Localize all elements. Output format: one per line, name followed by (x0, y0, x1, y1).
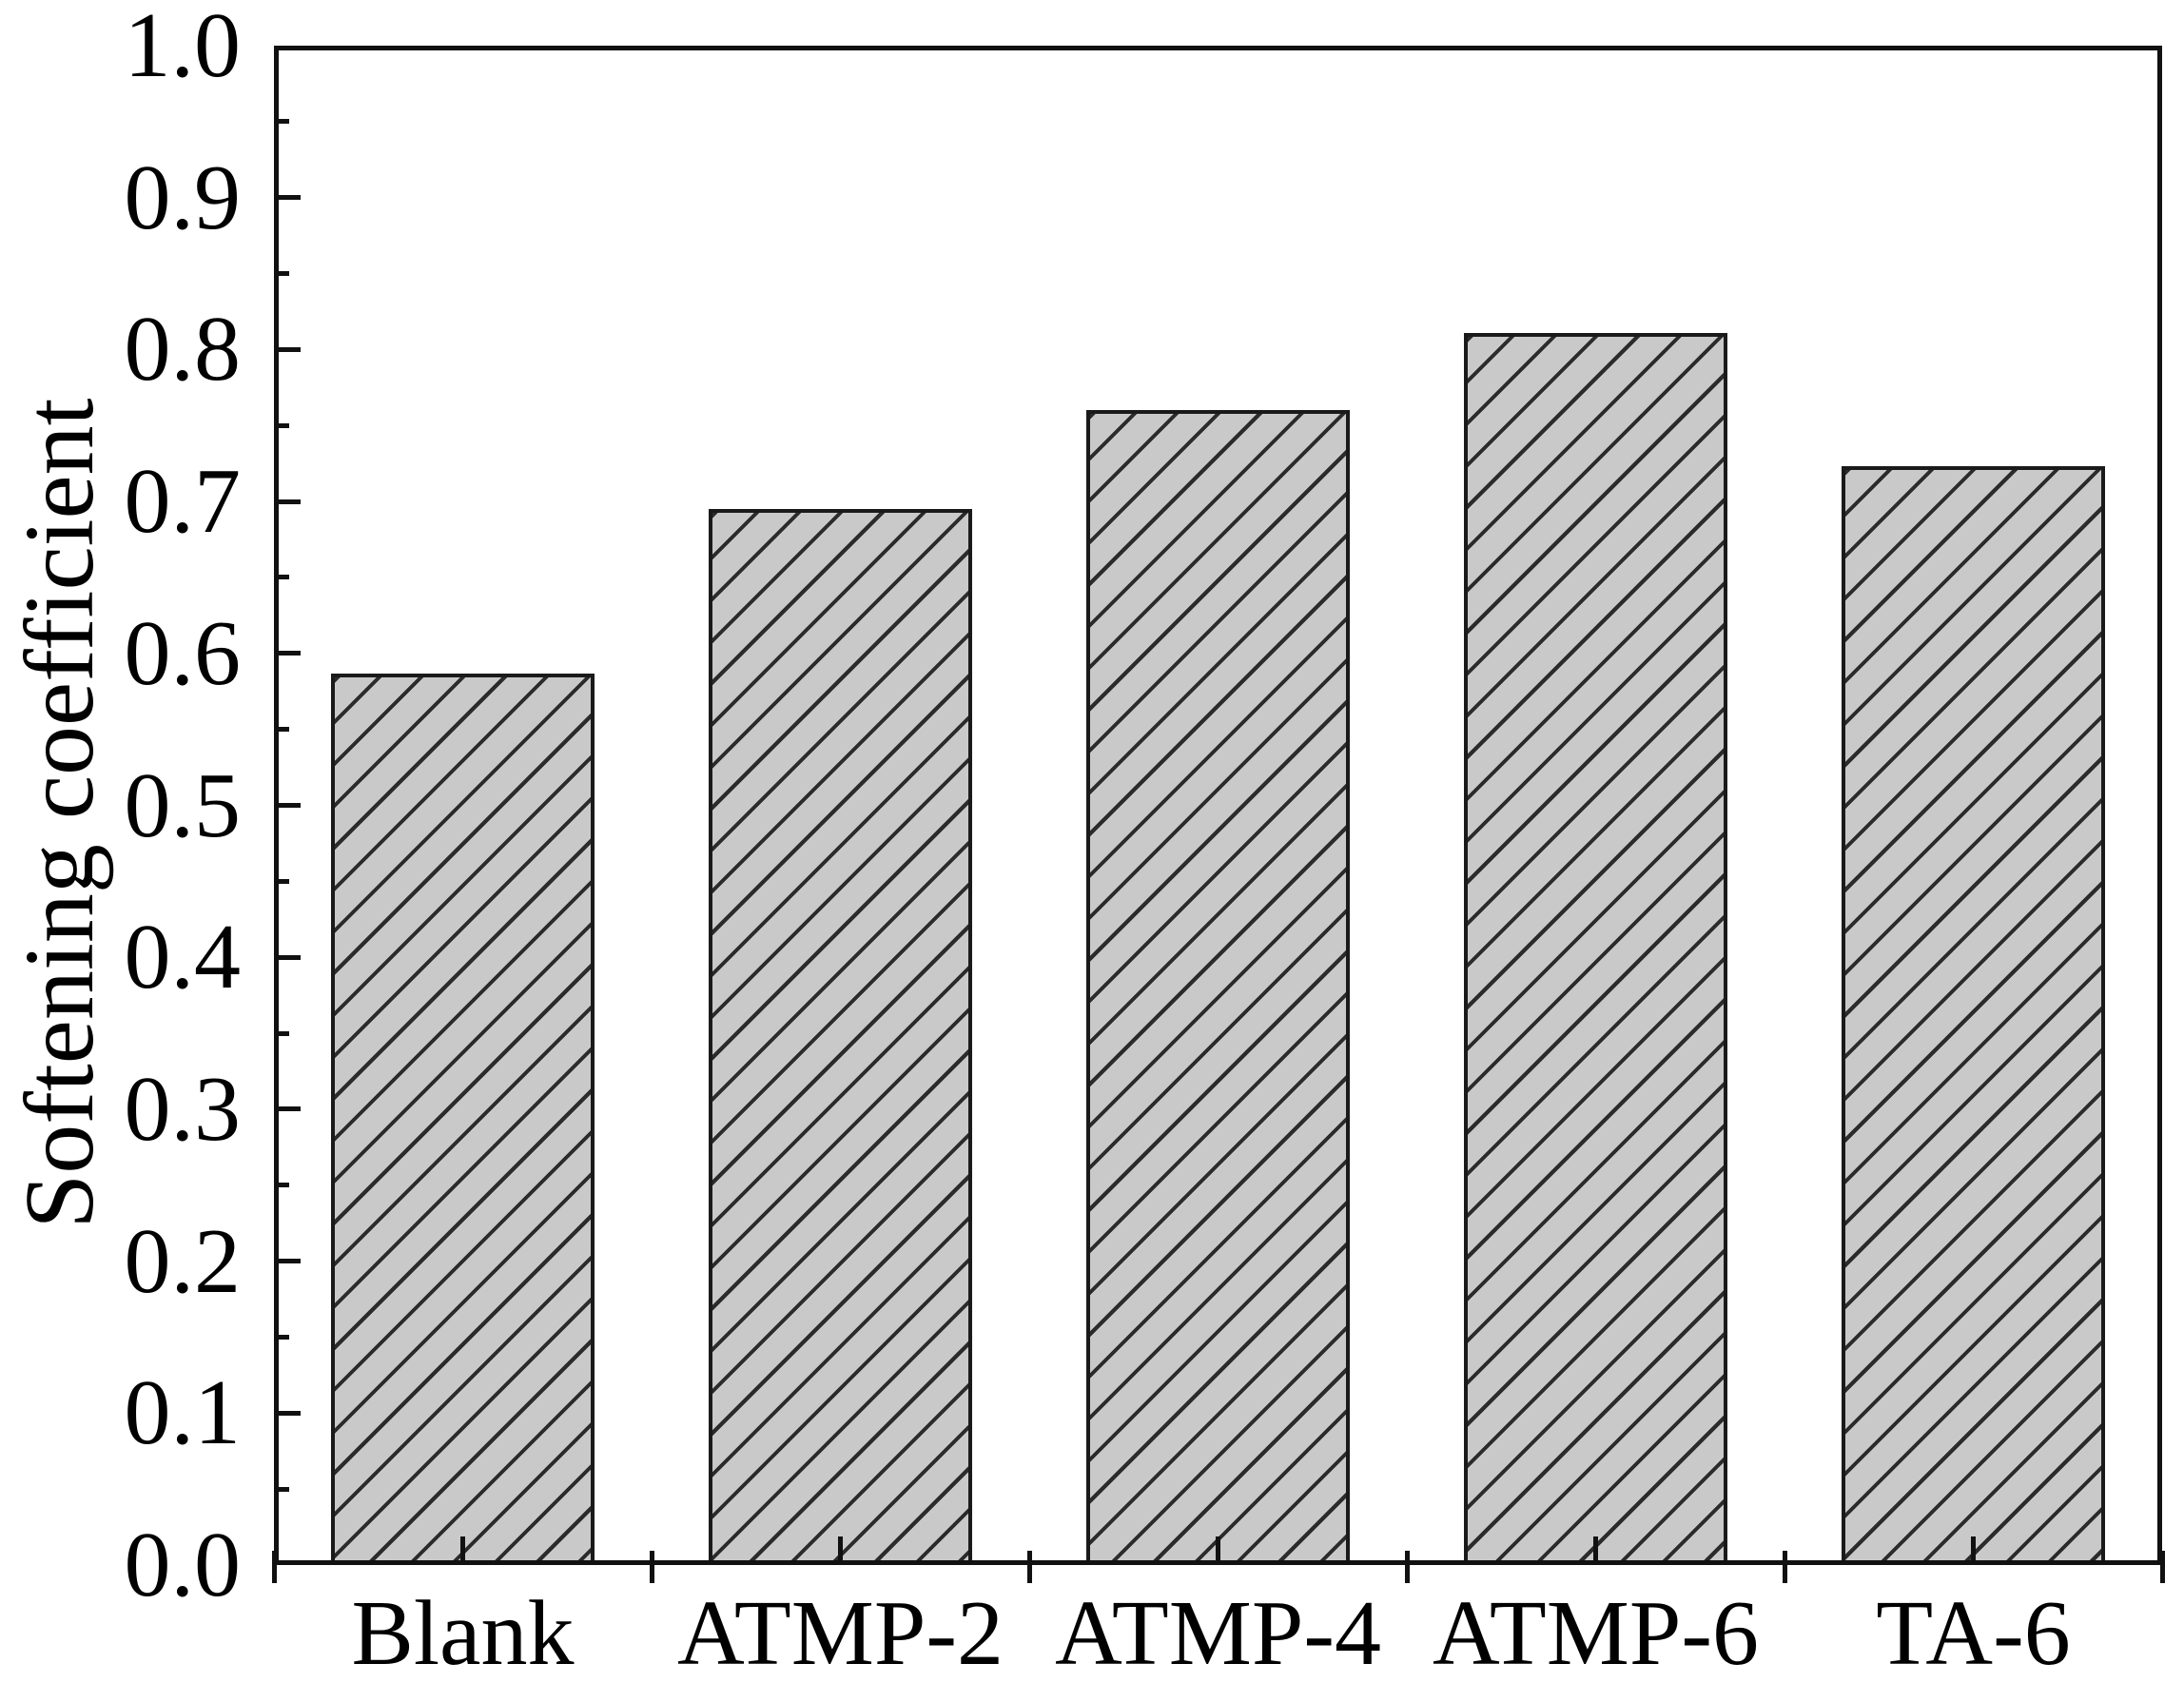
bar-atmp-4 (1086, 410, 1350, 1565)
bar-ta-6 (1842, 466, 2105, 1565)
y-minor-tick (274, 1030, 289, 1036)
y-major-tick (274, 346, 301, 352)
x-tick-label: TA-6 (1876, 1582, 2071, 1683)
y-major-tick (274, 1410, 301, 1416)
x-major-tick (1216, 1536, 1220, 1565)
x-major-tick (838, 1536, 843, 1565)
x-major-tick (460, 1536, 465, 1565)
y-major-tick (274, 1259, 301, 1264)
bar-atmp-6 (1464, 333, 1727, 1565)
y-minor-tick (274, 727, 289, 733)
y-major-tick (274, 195, 301, 201)
y-tick-label: 0.6 (124, 601, 242, 705)
y-tick-label: 0.2 (124, 1209, 242, 1313)
x-boundary-tick (1782, 1551, 1787, 1583)
y-minor-tick (274, 1183, 289, 1188)
y-tick-label: 0.7 (124, 450, 242, 554)
y-minor-tick (274, 878, 289, 884)
y-tick-label: 0.8 (124, 298, 242, 401)
bar-atmp-2 (709, 509, 972, 1565)
ticks-layer (271, 46, 2165, 1583)
y-major-tick (274, 46, 301, 50)
y-tick-label: 0.0 (124, 1514, 242, 1616)
x-boundary-tick (649, 1551, 654, 1583)
x-boundary-tick (1404, 1551, 1410, 1583)
y-major-tick (274, 651, 301, 656)
x-boundary-tick (2159, 1551, 2165, 1583)
x-boundary-tick (271, 1551, 277, 1583)
y-major-tick (274, 803, 301, 808)
x-tick-label: ATMP-6 (1432, 1582, 1760, 1683)
bars-layer (274, 46, 2162, 1565)
y-minor-tick (274, 422, 289, 428)
y-minor-tick (274, 575, 289, 580)
y-tick-label: 1.0 (124, 0, 242, 97)
y-minor-tick (274, 271, 289, 277)
y-major-tick (274, 1560, 301, 1565)
x-tick-label: ATMP-4 (1054, 1582, 1382, 1683)
x-tick-label: ATMP-2 (676, 1582, 1004, 1683)
x-boundary-tick (1026, 1551, 1032, 1583)
y-tick-label: 0.1 (124, 1361, 242, 1465)
y-tick-label: 0.3 (124, 1057, 242, 1161)
y-major-tick (274, 954, 301, 960)
y-tick-label: 0.9 (124, 146, 242, 249)
y-minor-tick (274, 1486, 289, 1492)
y-minor-tick (274, 1334, 289, 1340)
y-tick-label: 0.5 (124, 753, 242, 857)
x-major-tick (1593, 1536, 1598, 1565)
bar-blank (331, 674, 595, 1565)
y-tick-label: 0.4 (124, 906, 242, 1009)
y-major-tick (274, 499, 301, 504)
x-tick-label: Blank (351, 1582, 575, 1683)
x-major-tick (1971, 1536, 1976, 1565)
plot-area (271, 46, 2165, 1583)
y-minor-tick (274, 119, 289, 125)
y-major-tick (274, 1106, 301, 1112)
